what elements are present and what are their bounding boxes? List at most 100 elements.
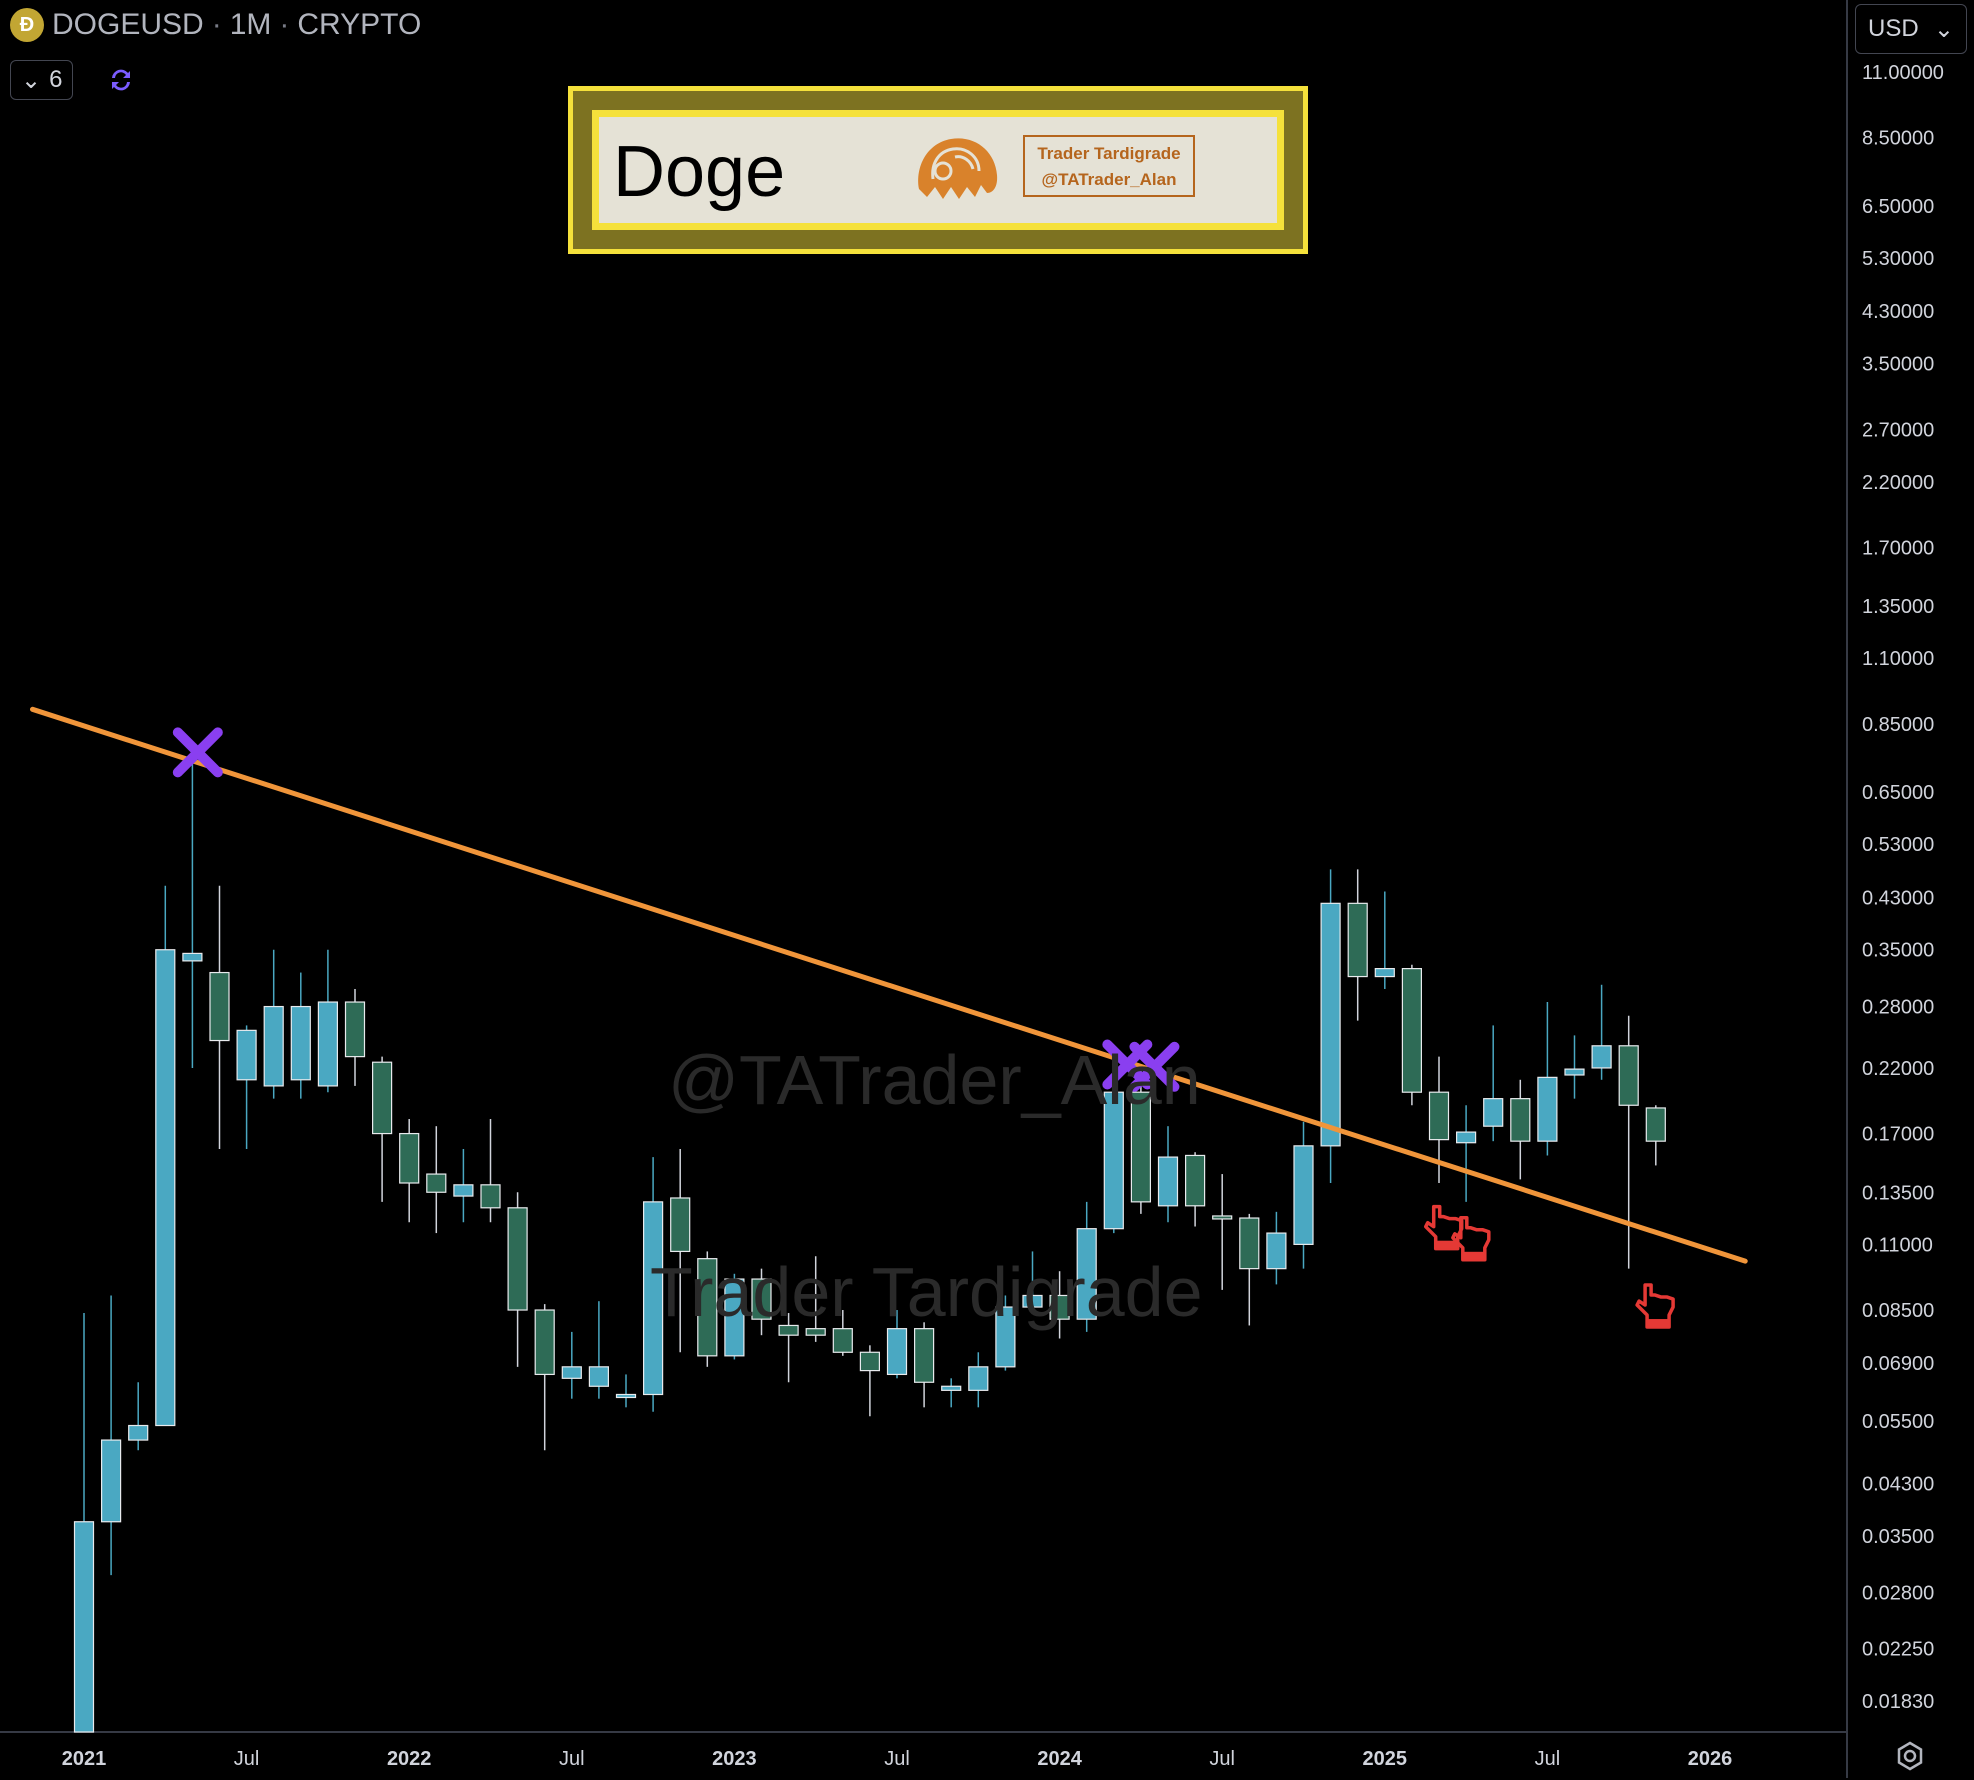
candle [1239,1213,1260,1326]
author-badge: Trader Tardigrade @TATrader_Alan [1023,135,1195,197]
candle [317,949,338,1093]
price-tick-label: 0.02250 [1862,1638,1934,1660]
candle-body [1645,1107,1666,1142]
candle-body [1022,1294,1043,1308]
candle [1184,1152,1206,1227]
candle [399,1119,420,1223]
candle-body [724,1278,745,1357]
time-tick-label: 2021 [62,1748,107,1770]
candle-body [561,1366,582,1379]
candle-body [778,1324,799,1336]
candle [670,1149,691,1353]
author-handle: @TATrader_Alan [1041,170,1177,189]
candle-body [128,1424,149,1441]
time-tick-label: 2024 [1037,1748,1082,1770]
price-tick-label: 1.35000 [1862,596,1934,618]
candle-body [344,1001,366,1058]
candle-body [1510,1098,1531,1142]
currency-select[interactable]: USD ⌄ [1855,4,1967,54]
chevron-down-icon: ⌄ [21,66,42,94]
markers-layer [172,727,1675,1329]
candle-body [995,1306,1016,1368]
candle [1347,869,1368,1021]
time-tick-label: Jul [234,1748,260,1770]
symbol-header[interactable]: Ð DOGEUSD · 1M · CRYPTO [10,8,421,42]
candle [968,1352,989,1408]
candle-body [805,1328,826,1336]
time-tick-label: Jul [884,1748,910,1770]
price-tick-label: 2.20000 [1862,472,1934,494]
price-tick-label: 8.50000 [1862,128,1934,150]
price-tick-label: 0.05500 [1862,1411,1934,1433]
time-tick-label: 2025 [1363,1748,1408,1770]
doge-coin-icon: Ð [10,8,44,42]
chart-settings-icon[interactable] [1894,1740,1926,1772]
candle-body [832,1328,853,1353]
candle [236,1025,257,1150]
candle [372,1056,393,1202]
chevron-down-icon: ⌄ [1933,15,1954,43]
hand-cuff [1435,1240,1458,1249]
candle-body [1483,1098,1504,1127]
candle [859,1345,881,1417]
candle [588,1301,610,1399]
time-axis[interactable]: 2021 Jul 2022 Jul 2023 Jul 2024 Jul 2025 Jul 2026 [62,1748,1733,1770]
price-tick-label: 1.70000 [1862,537,1934,559]
x-marker-stroke [1129,1041,1180,1092]
tardigrade-logo-icon [918,138,998,199]
hand-outline [1451,1216,1491,1262]
banner-title: Doge [613,132,786,212]
candle [1591,984,1612,1080]
candle-body [1428,1091,1450,1141]
candle-body [1293,1145,1314,1245]
candle [426,1126,447,1234]
price-tick-label: 0.28000 [1862,997,1934,1019]
indicator-count: 6 [49,66,63,93]
price-tick-label: 0.85000 [1862,714,1934,736]
candle-body [1455,1131,1477,1144]
trendline-layer [30,706,1748,1264]
candle [1157,1126,1179,1223]
price-tick-label: 0.02800 [1862,1583,1934,1605]
candle [1212,1174,1233,1290]
candle-body [263,1005,284,1087]
indicators-toggle-button[interactable]: ⌄ 6 [10,60,74,100]
currency-value: USD [1868,15,1919,42]
candle [886,1310,908,1379]
price-tick-label: 0.53000 [1862,834,1934,856]
price-tick-label: 6.50000 [1862,196,1934,218]
candle-body [426,1173,447,1193]
candle-body [1212,1215,1233,1220]
price-tick-label: 11.00000 [1862,62,1944,84]
candle [1022,1251,1043,1311]
candle [128,1382,149,1451]
candle [778,1313,799,1383]
x-marker-icon [172,727,223,778]
price-axis[interactable]: 11.00000 8.50000 6.50000 5.30000 4.30000 3.50… [1862,62,1944,1713]
candle-body [290,1005,311,1081]
pointing-hand-icon [1451,1216,1491,1262]
candle-body [453,1184,474,1197]
price-tick-label: 5.30000 [1862,248,1934,270]
candle [1320,869,1341,1183]
candle-body [968,1366,989,1391]
candle-body [1184,1154,1206,1207]
price-tick-label: 2.70000 [1862,420,1934,442]
candle-body [209,971,230,1042]
sync-icon[interactable] [105,64,137,96]
price-tick-label: 0.13500 [1862,1182,1934,1204]
candle [507,1192,528,1367]
candle [1293,1121,1314,1269]
price-tick-label: 3.50000 [1862,354,1934,376]
price-tick-label: 1.10000 [1862,648,1934,670]
candle [1455,1105,1477,1202]
candle [995,1295,1016,1371]
price-tick-label: 0.43000 [1862,887,1934,909]
price-tick-label: 0.08500 [1862,1300,1934,1322]
candle-body [1564,1068,1585,1076]
candle-body [588,1366,610,1387]
candle-body [1130,1091,1152,1203]
candle [1645,1105,1666,1166]
candles-layer [73,759,1666,1733]
